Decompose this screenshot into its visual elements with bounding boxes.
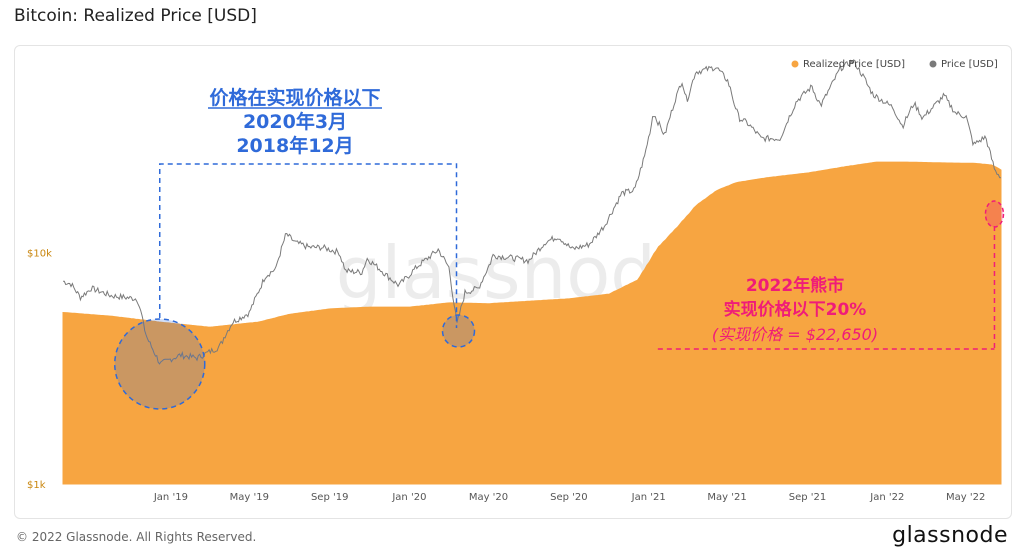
footer-copyright: © 2022 Glassnode. All Rights Reserved. [16,530,257,544]
x-tick-label: Sep '19 [311,492,349,503]
legend: Realized Price [USD] Price [USD] [791,59,998,70]
x-tick-label: Jan '19 [153,492,188,503]
realized-price-area [62,161,1002,485]
x-tick-label: Jan '20 [391,492,426,503]
legend-swatch-realized-price [791,60,799,68]
legend-label-realized-price[interactable]: Realized Price [USD] [803,59,905,70]
dec-2018-highlight-circle [113,318,206,410]
blue-bracket-line [158,163,458,328]
blue-annotation-line-3: 2018年12月 [236,134,353,157]
x-tick-label: May '19 [230,492,269,503]
x-tick-label: Jan '22 [869,492,904,503]
x-tick-label: May '20 [469,492,508,503]
x-tick-label: Jan '21 [631,492,666,503]
pink-annotation-line-1: 2022年熊市 [746,275,844,296]
axes: $10k $1k Jan '19 May '19 Sep '19 Jan '20 May '… [27,248,985,503]
price-line [63,59,1002,365]
page-title: Bitcoin: Realized Price [USD] [14,6,257,26]
mar-2020-highlight-circle [441,314,476,348]
y-tick-label: $1k [27,480,46,491]
x-tick-label: May '21 [707,492,746,503]
glassnode-logo[interactable]: glassnode [892,523,1008,548]
x-tick-label: May '22 [946,492,985,503]
chart-panel: glassnode 价格在实现价格以下 2020年3月 2018年12月 2022年熊… [14,45,1012,519]
legend-label-price[interactable]: Price [USD] [941,59,998,70]
price-line-path [63,59,1002,365]
blue-annotation-line-1: 价格在实现价格以下 [209,86,380,109]
pink-annotation-line-3: (实现价格 = $22,650) [712,325,878,344]
x-tick-label: Sep '20 [550,492,588,503]
legend-swatch-price [929,60,937,68]
jun-2022-highlight-circle [984,200,1005,228]
x-tick-label: Sep '21 [789,492,827,503]
y-tick-label: $10k [27,248,52,259]
blue-annotation-line-2: 2020年3月 [243,110,347,133]
realized-price-area-shape [62,161,1002,485]
pink-annotation-line-2: 实现价格以下20% [724,299,867,320]
chart-svg: glassnode 价格在实现价格以下2020年3月2018年12月2022年熊… [27,59,1005,503]
